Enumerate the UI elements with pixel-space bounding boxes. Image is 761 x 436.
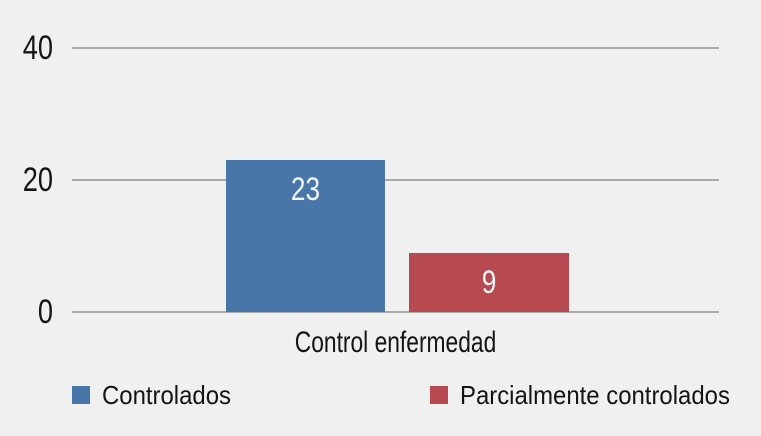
legend-swatch-blue	[72, 386, 90, 404]
y-tick-label-40: 40	[22, 29, 53, 67]
legend-label-parcialmente-controlados: Parcialmente controlados	[460, 379, 730, 410]
bar-parcialmente-controlados: 9	[409, 253, 569, 312]
legend-item-parcialmente-controlados: Parcialmente controlados	[430, 380, 753, 410]
gridline-20	[72, 179, 719, 181]
bar-controlados: 23	[226, 160, 385, 312]
bar-value-label: 23	[290, 171, 321, 207]
gridline-0	[72, 311, 719, 313]
y-tick-label-0: 0	[37, 293, 53, 331]
y-tick-label-20: 20	[22, 161, 53, 199]
gridline-40	[72, 47, 719, 49]
legend-swatch-red	[430, 386, 448, 404]
legend-item-controlados: Controlados	[72, 380, 242, 410]
x-axis-label: Control enfermedad	[294, 326, 497, 359]
legend-label-controlados: Controlados	[102, 379, 231, 410]
bar-value-label: 9	[481, 264, 497, 300]
